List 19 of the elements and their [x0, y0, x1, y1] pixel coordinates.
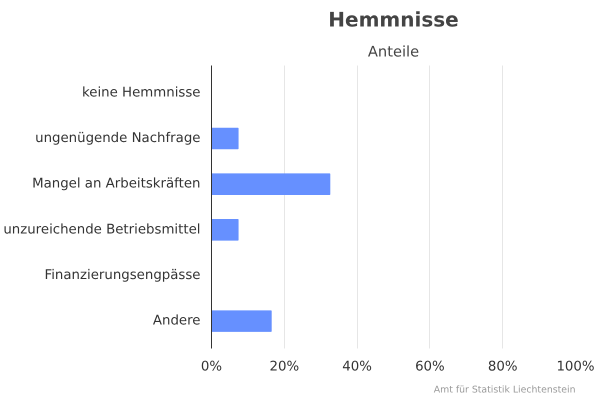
x-tick-label: 80%	[488, 360, 518, 374]
y-tick-label: unzureichende Betriebsmittel	[3, 222, 201, 238]
chart-title: Hemmnisse	[328, 8, 459, 32]
chart-subtitle: Anteile	[368, 44, 420, 60]
x-tick-label: 60%	[415, 360, 445, 374]
text: Amt für Statistik Liechtenstein	[434, 384, 576, 396]
y-tick-label: keine Hemmnisse	[82, 85, 201, 100]
x-tick-label: 20%	[269, 360, 300, 374]
bar	[212, 128, 239, 150]
y-tick-label: Andere	[152, 314, 201, 329]
y-tick-label: Mangel an Arbeitskräften	[32, 176, 201, 192]
x-tick-label: 0%	[200, 360, 222, 374]
bar	[212, 219, 239, 241]
bar	[212, 173, 330, 195]
bar	[212, 310, 272, 332]
x-tick-label: 100%	[556, 360, 595, 374]
y-tick-label: ungenügende Nachfrage	[35, 131, 201, 146]
y-tick-label: Finanzierungsengpässe	[44, 268, 201, 283]
x-tick-label: 40%	[342, 360, 372, 374]
